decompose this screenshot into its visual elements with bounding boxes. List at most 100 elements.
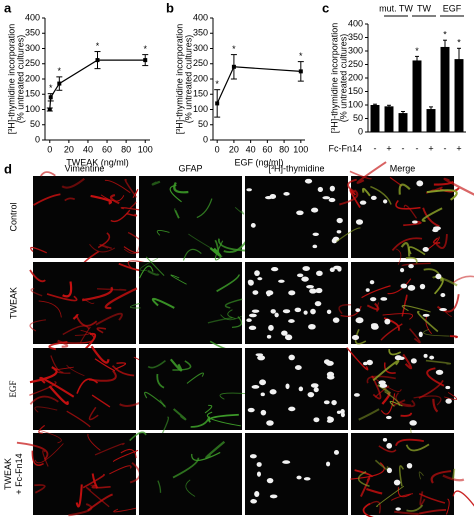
cell-process [126, 214, 136, 216]
column-header: GFAP [178, 163, 202, 173]
column-header: [³H]-thymidine [268, 163, 324, 173]
nucleus [399, 357, 405, 360]
nucleus [433, 226, 441, 230]
cell-process [146, 257, 164, 276]
cell-process [377, 486, 404, 506]
nucleus [270, 389, 277, 394]
error-bar [401, 110, 405, 116]
y-tick-label: 0 [35, 134, 40, 144]
cell-process [350, 190, 360, 207]
nucleus [337, 230, 342, 233]
nucleus [313, 417, 319, 422]
cell-process [82, 287, 112, 300]
nucleus [387, 468, 392, 474]
nucleus [305, 179, 312, 184]
cell-process [63, 282, 72, 297]
nucleus [252, 385, 260, 389]
cell-process [205, 405, 212, 413]
x-axis-label: EGF (ng/ml) [234, 157, 283, 167]
nucleus [435, 274, 441, 280]
nucleus [316, 288, 323, 293]
nucleus [301, 277, 309, 282]
group-label: TW [417, 3, 431, 13]
cell-process [49, 342, 67, 349]
nucleus [282, 460, 290, 464]
nucleus [420, 284, 425, 289]
nucleus [251, 223, 256, 228]
micrograph-content [130, 432, 225, 496]
nucleus [259, 379, 266, 385]
cell-process [29, 382, 56, 396]
cell-process [419, 510, 446, 514]
nucleus [315, 301, 322, 306]
nucleus [386, 443, 392, 449]
cell-process [106, 288, 137, 308]
micrograph [245, 262, 348, 344]
cell-process [391, 494, 413, 501]
nucleus [329, 198, 336, 202]
cell-process [92, 346, 109, 363]
cell-process [351, 463, 385, 479]
cell-process [30, 270, 45, 281]
cell-process [30, 367, 57, 382]
nucleus [249, 314, 257, 318]
cell-process [375, 386, 389, 397]
cell-process [402, 295, 407, 316]
data-point [48, 95, 53, 100]
significance-mark: * [457, 38, 461, 48]
cell-process [160, 400, 166, 407]
nucleus [411, 358, 417, 363]
cell-process [232, 317, 242, 328]
cell-process [77, 484, 82, 506]
nucleus [313, 233, 319, 236]
nucleus [246, 318, 252, 322]
cell-process [67, 365, 85, 376]
y-axis-label: (% untreated cultures) [183, 35, 193, 124]
y-tick-label: 350 [348, 32, 363, 42]
nucleus [380, 297, 387, 301]
cell-process [406, 258, 417, 264]
nucleus [257, 277, 262, 280]
cell-process [348, 180, 357, 192]
cell-process [89, 407, 98, 419]
cell-process [98, 233, 109, 248]
cell-process [356, 329, 366, 343]
cell-process [435, 234, 446, 248]
nucleus [412, 220, 418, 223]
y-tick-label: 400 [348, 18, 363, 28]
nucleus [419, 332, 423, 338]
x-tick-label: 60 [102, 144, 112, 154]
significance-mark: * [215, 79, 219, 89]
error-bar [429, 106, 433, 112]
cell-process [100, 245, 112, 249]
significance-mark: * [415, 46, 419, 56]
bar [412, 60, 422, 133]
cell-process [96, 314, 122, 325]
bar [384, 106, 394, 132]
cell-process [388, 279, 411, 294]
data-point [47, 107, 52, 112]
cell-process [105, 180, 130, 192]
nucleus [400, 268, 404, 272]
nucleus [295, 308, 302, 313]
cell-process [347, 348, 368, 370]
cell-process [235, 207, 244, 214]
y-tick-label: 250 [193, 58, 208, 68]
y-tick-label: 150 [193, 89, 208, 99]
cell-process [419, 472, 423, 479]
cell-process [402, 263, 430, 266]
cell-process [191, 416, 210, 426]
cell-process [443, 476, 464, 481]
nucleus [285, 334, 292, 340]
nucleus [296, 210, 303, 215]
nucleus [310, 309, 316, 315]
cell-process [427, 190, 457, 200]
nucleus [429, 356, 434, 360]
y-tick-label: 350 [193, 28, 208, 38]
micrograph-content [339, 249, 474, 344]
cell-process [394, 400, 405, 405]
cell-process [40, 430, 62, 443]
nucleus [267, 478, 274, 483]
y-tick-label: 200 [193, 73, 208, 83]
